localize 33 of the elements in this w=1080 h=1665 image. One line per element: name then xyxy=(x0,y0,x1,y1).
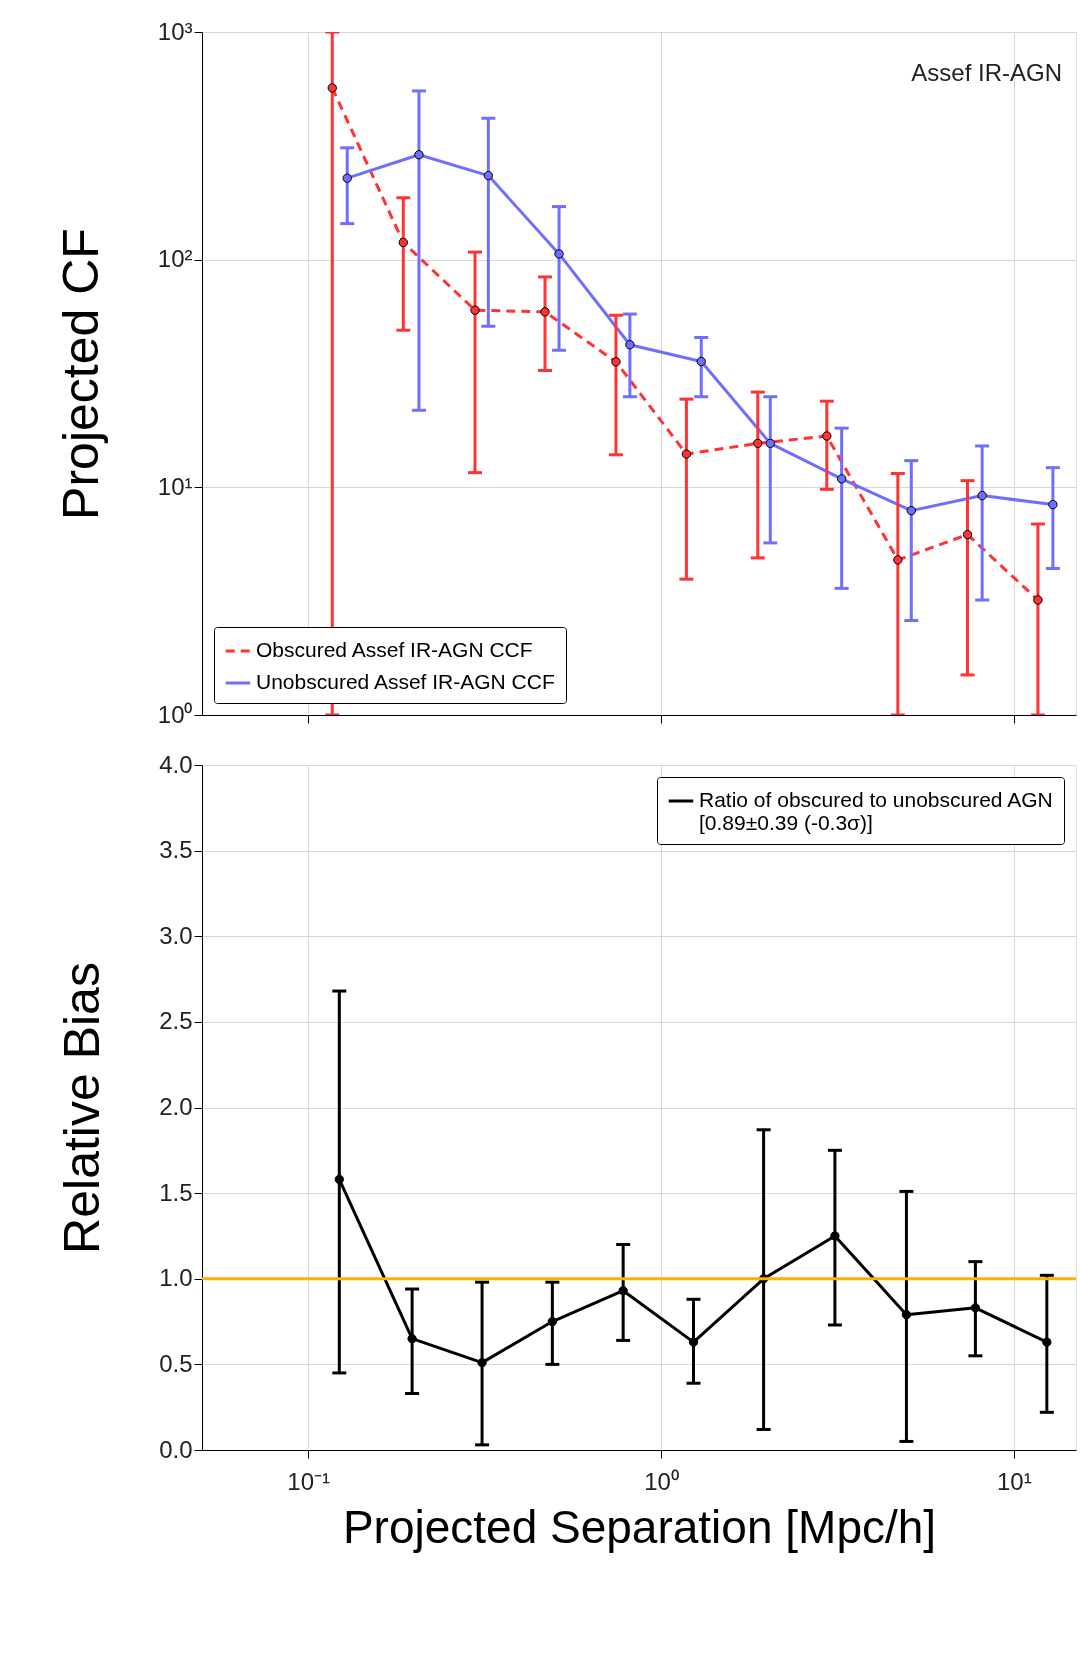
y-axis-title: Relative Bias xyxy=(54,962,111,1254)
y-tick-label: 10³ xyxy=(157,17,193,45)
y-tick-label: 3.0 xyxy=(159,921,193,949)
annotation: Assef IR-AGN xyxy=(911,59,1062,86)
point xyxy=(830,1231,840,1241)
y-tick-label: 1.5 xyxy=(159,1178,193,1206)
y-axis-title: Projected CF xyxy=(52,228,109,520)
y-tick-label: 10¹ xyxy=(157,472,193,500)
point xyxy=(970,1303,981,1313)
y-tick-label: 1.0 xyxy=(159,1264,193,1292)
point xyxy=(688,1337,699,1347)
y-tick-label: 2.5 xyxy=(159,1007,193,1035)
point xyxy=(477,1357,487,1368)
y-tick-label: 0.5 xyxy=(159,1349,193,1377)
point xyxy=(334,1174,344,1185)
y-tick-label: 10² xyxy=(157,245,193,273)
legend-label: Unobscured Assef IR-AGN CCF xyxy=(256,670,555,693)
point xyxy=(618,1286,628,1296)
point xyxy=(1042,1337,1052,1347)
point xyxy=(407,1334,417,1344)
x-axis-title: Projected Separation [Mpc/h] xyxy=(342,1500,937,1553)
legend-label: Obscured Assef IR-AGN CCF xyxy=(256,638,533,661)
y-tick-label: 4.0 xyxy=(159,750,193,778)
y-tick-label: 2.0 xyxy=(159,1093,193,1120)
x-tick-label: 10¹ xyxy=(997,1467,1032,1495)
y-tick-label: 0.0 xyxy=(159,1435,193,1463)
x-tick-label: 10⁰ xyxy=(644,1467,679,1495)
y-tick-label: 3.5 xyxy=(159,836,193,864)
point xyxy=(547,1316,558,1327)
y-tick-label: 10⁰ xyxy=(157,700,193,728)
point xyxy=(901,1310,912,1320)
x-tick-label: 10⁻¹ xyxy=(287,1467,331,1495)
legend-label: Ratio of obscured to unobscured AGN [0.89±0.39 (-0.3σ)] xyxy=(699,788,1053,834)
